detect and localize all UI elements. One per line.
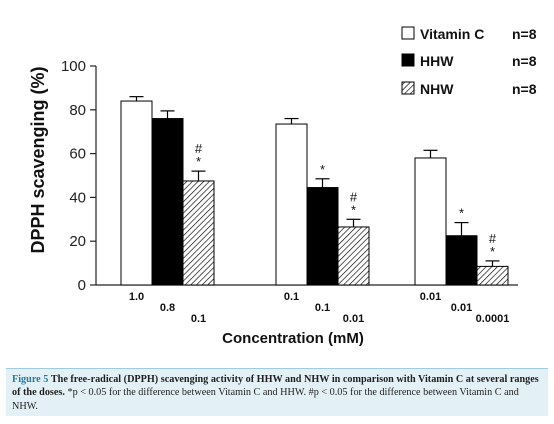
bar-vitamin-c-3: [414, 157, 447, 286]
bar-hhw-3: [445, 235, 478, 286]
bar-hhw-1: [151, 118, 184, 286]
bar-nhw-2: [337, 226, 370, 286]
significance-mark: #: [489, 231, 497, 246]
significance-mark: #: [350, 189, 358, 204]
legend-swatch-nhw: [401, 81, 415, 95]
bar-vitamin-c-1: [120, 100, 153, 286]
dose-label: 0.1: [284, 291, 299, 303]
bar-hhw-2: [306, 187, 339, 286]
caption-note: *p < 0.05 for the difference between Vit…: [12, 387, 519, 412]
legend-label: HHW: [420, 53, 454, 69]
significance-mark: *: [320, 162, 325, 177]
x-axis-title: Concentration (mM): [222, 330, 364, 347]
figure-label: Figure 5: [12, 374, 49, 385]
y-tick-label: 20: [69, 233, 86, 250]
bar-nhw-3: [476, 265, 509, 286]
y-tick-label: 40: [69, 189, 86, 206]
y-tick-label: 100: [61, 58, 86, 75]
dose-label: 0.0001: [476, 313, 510, 325]
y-tick-label: 0: [78, 277, 86, 294]
dose-label: 1.0: [129, 291, 144, 303]
significance-mark: #: [195, 141, 203, 156]
dose-label: 0.1: [191, 313, 206, 325]
dose-label: 0.01: [420, 291, 441, 303]
legend-swatch-hhw: [401, 53, 415, 67]
significance-mark: *: [459, 206, 464, 221]
legend-swatch-vitamin-c: [401, 26, 415, 40]
dose-label: 0.01: [343, 313, 364, 325]
significance-mark: *: [490, 244, 495, 259]
legend-label: Vitamin C: [420, 26, 484, 42]
legend-label: NHW: [420, 81, 454, 97]
figure-caption: Figure 5 The free-radical (DPPH) scaveng…: [6, 368, 548, 416]
y-axis-title: DPPH scavenging (%): [28, 66, 48, 253]
legend-n-label: n=8: [512, 26, 537, 42]
significance-mark: *: [351, 202, 356, 217]
y-tick-label: 60: [69, 146, 86, 163]
dose-label: 0.8: [160, 302, 175, 314]
caption-title: The free-radical (DPPH) scavenging activ…: [12, 374, 539, 399]
bar-nhw-1: [182, 180, 215, 286]
dpph-bar-chart: 0 20 40 60 80 100 1.0 0.8 0.1 0.1 0.1 0.01 0.01 0.01 0…: [28, 26, 537, 347]
significance-mark: *: [196, 154, 201, 169]
legend-n-label: n=8: [512, 53, 537, 69]
bar-vitamin-c-2: [275, 123, 308, 286]
legend-n-label: n=8: [512, 81, 537, 97]
dose-label: 0.01: [451, 302, 472, 314]
dose-label: 0.1: [315, 302, 330, 314]
y-tick-label: 80: [69, 102, 86, 119]
